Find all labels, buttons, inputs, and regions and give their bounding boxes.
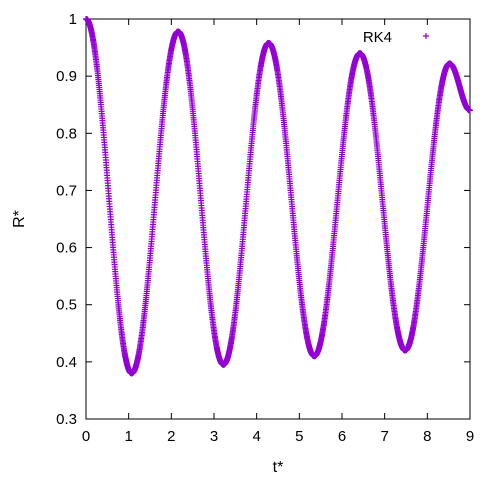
- x-tick-label: 7: [380, 428, 388, 445]
- data-layer: [83, 16, 473, 377]
- x-tick-label: 5: [295, 428, 303, 445]
- x-tick-label: 9: [466, 428, 474, 445]
- y-tick-label: 0.3: [56, 411, 77, 428]
- y-tick-label: 0.7: [56, 182, 77, 199]
- plot-frame: [85, 18, 471, 420]
- x-tick-label: 6: [338, 428, 346, 445]
- y-tick-label: 1: [69, 11, 77, 28]
- x-tick-label: 4: [252, 428, 260, 445]
- y-tick-label: 0.8: [56, 125, 77, 142]
- y-tick-label: 0.4: [56, 354, 77, 371]
- data-point: [467, 107, 473, 114]
- x-tick-label: 2: [167, 428, 175, 445]
- y-tick-label: 0.6: [56, 240, 77, 257]
- legend-marker-rk4: [423, 33, 429, 39]
- legend: RK4: [363, 29, 429, 46]
- ticks-layer: 0 1 2 3 4 5 6 7 8 9 0.3 0.4 0.5 0.6 0.7 0.8 0.9 1: [56, 11, 474, 445]
- x-axis-title: t*: [273, 459, 284, 476]
- x-tick-label: 0: [82, 428, 90, 445]
- y-tick-label: 0.9: [56, 68, 77, 85]
- y-axis-title: R*: [11, 210, 28, 228]
- legend-label-rk4: RK4: [363, 29, 392, 46]
- y-tick-label: 0.5: [56, 297, 77, 314]
- x-tick-label: 1: [124, 428, 132, 445]
- x-tick-label: 3: [210, 428, 218, 445]
- x-tick-label: 8: [423, 428, 431, 445]
